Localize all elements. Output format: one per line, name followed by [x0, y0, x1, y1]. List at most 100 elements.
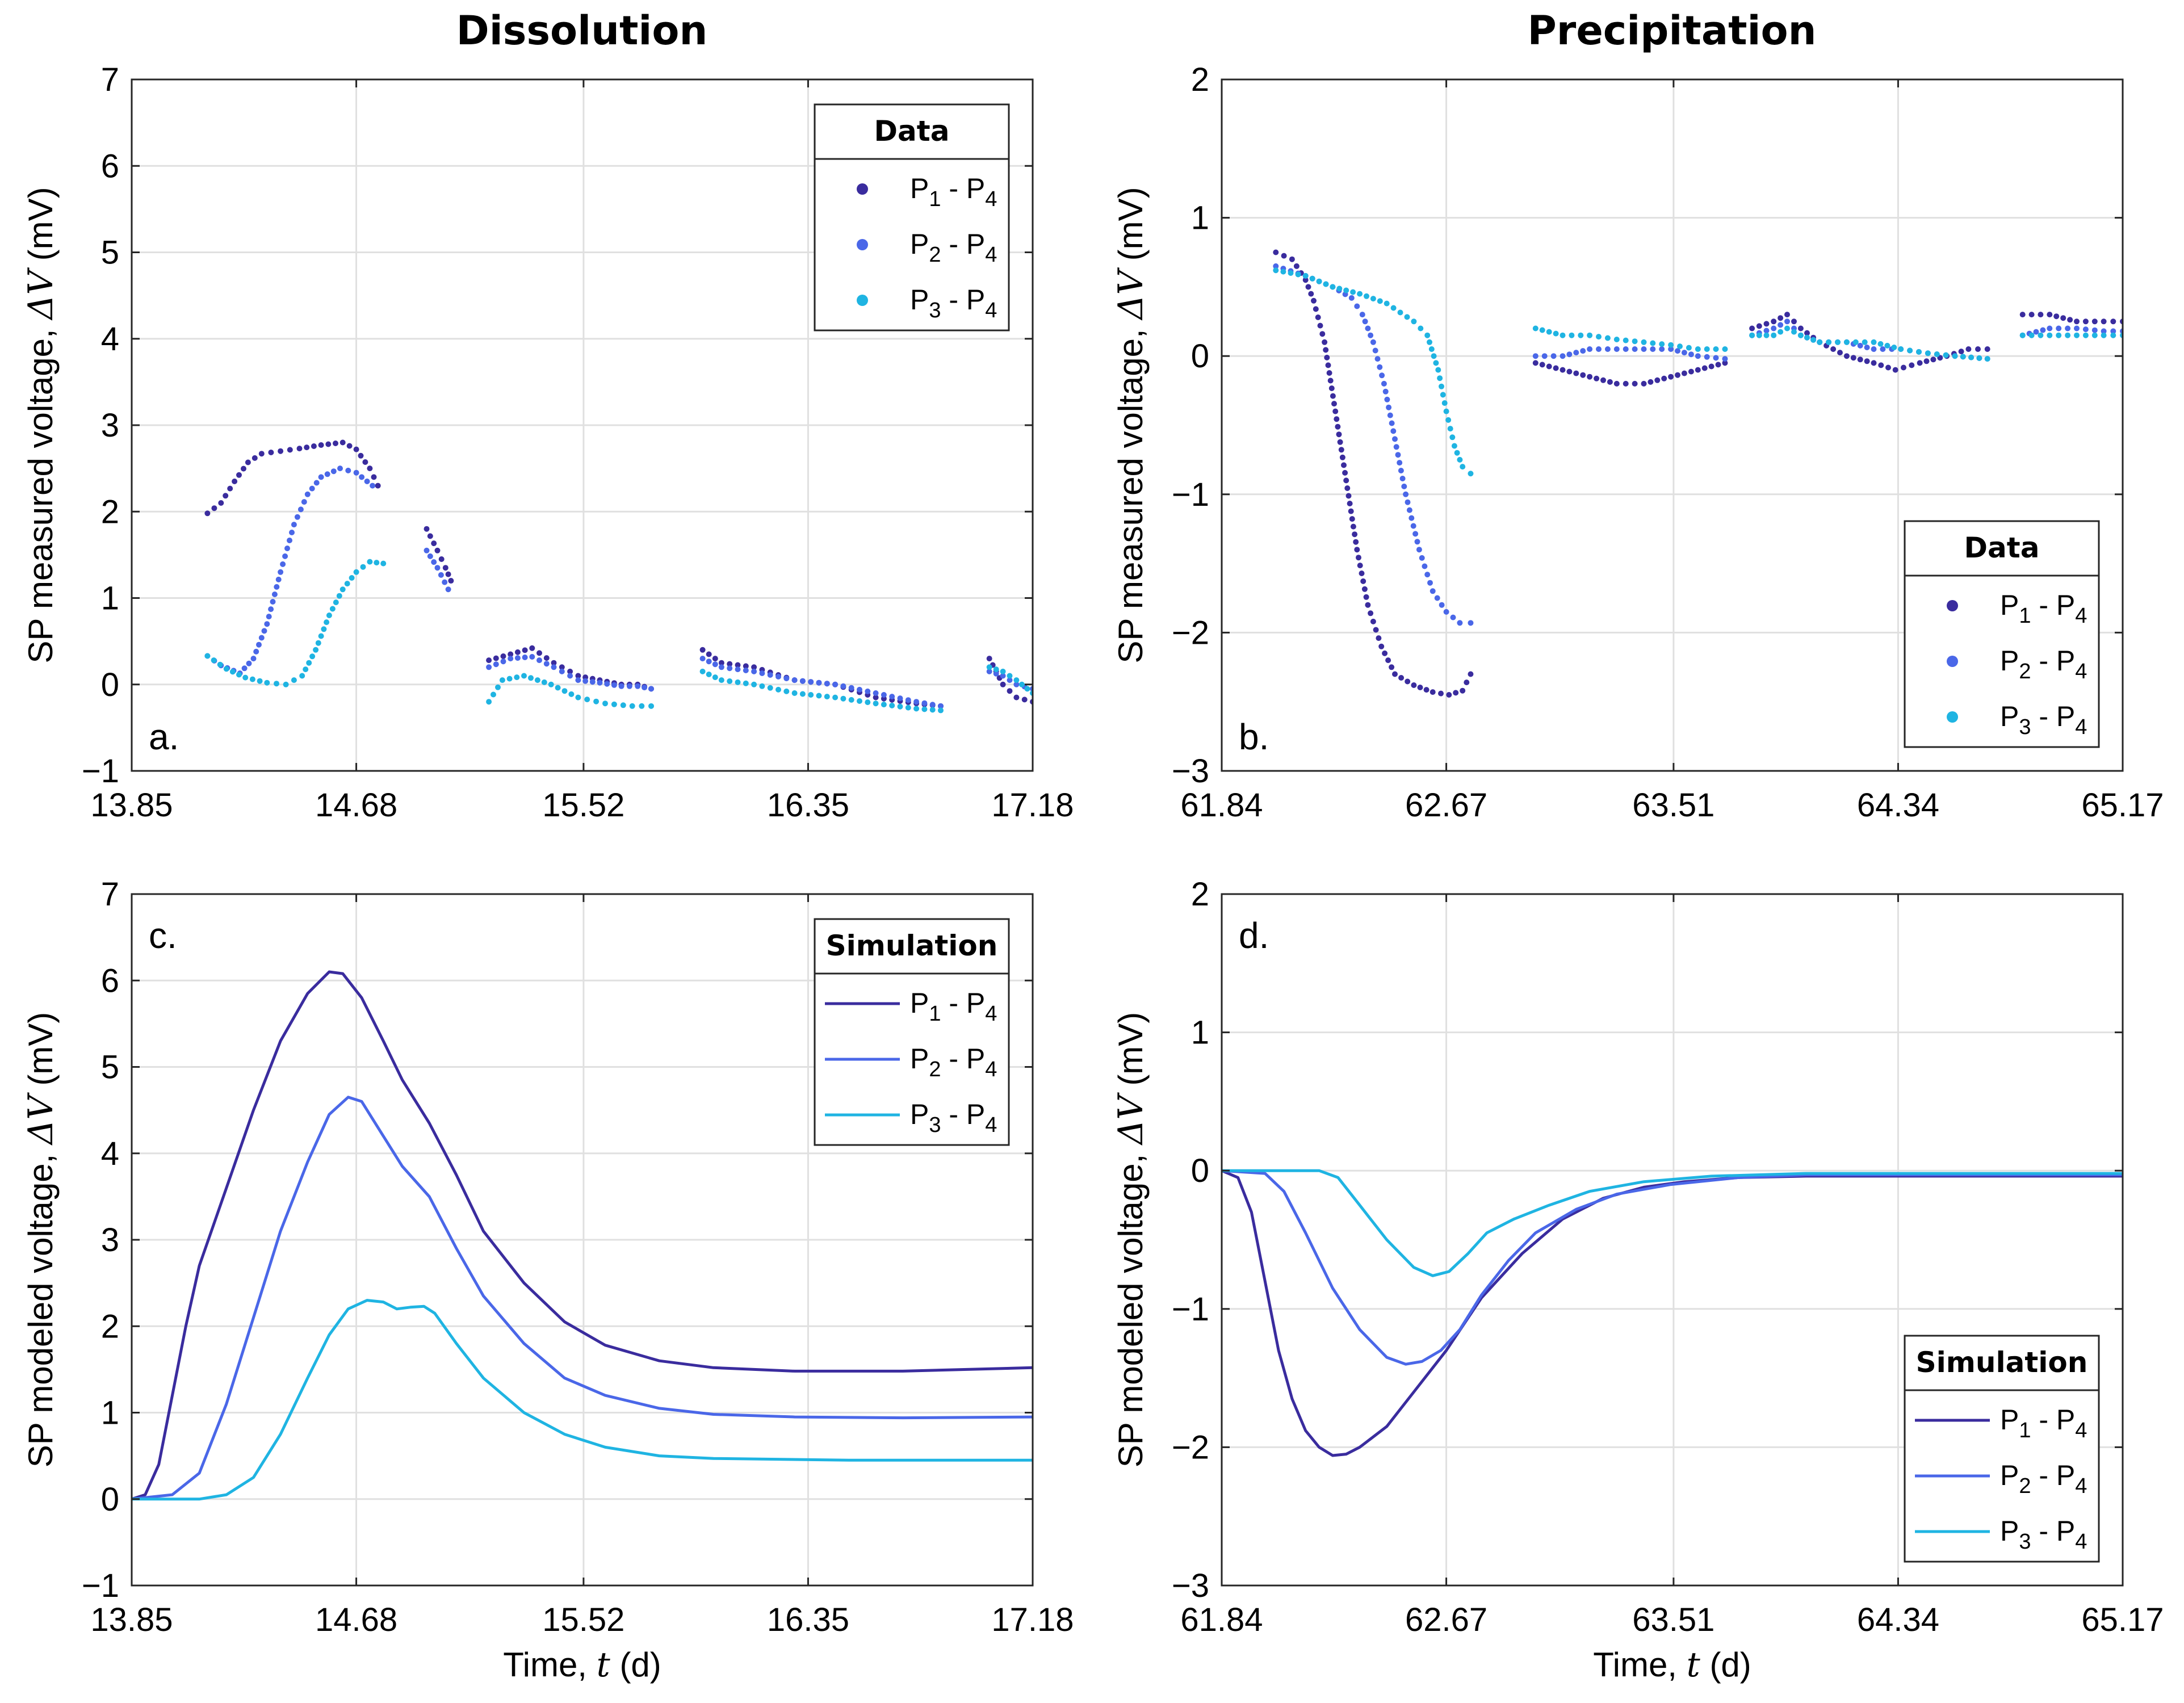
data-point	[1623, 380, 1629, 387]
data-point	[1339, 454, 1345, 460]
data-point	[249, 676, 255, 682]
data-point	[431, 559, 437, 565]
data-point	[699, 656, 706, 662]
data-point	[246, 660, 252, 666]
data-point	[611, 701, 617, 707]
data-point	[1573, 350, 1579, 356]
data-point	[1389, 664, 1395, 670]
data-point	[1427, 580, 1433, 586]
data-point	[1607, 379, 1613, 385]
data-point	[2047, 325, 2053, 332]
axes-frame	[1221, 893, 2124, 1587]
data-point	[1311, 297, 1317, 304]
data-point	[258, 635, 265, 641]
data-point	[1327, 377, 1334, 384]
data-point	[1648, 379, 1654, 385]
data-point	[289, 530, 295, 535]
data-point	[905, 697, 911, 703]
data-point	[1370, 296, 1376, 302]
legend-swatch-marker	[857, 183, 868, 195]
data-point	[1289, 256, 1295, 262]
data-point	[1316, 278, 1322, 284]
data-point	[241, 665, 248, 672]
data-point	[1460, 464, 1466, 470]
data-point	[282, 553, 288, 559]
data-point	[2047, 332, 2053, 338]
data-point	[364, 479, 370, 484]
data-point	[1368, 332, 1374, 338]
y-tick-label: 2	[101, 1308, 119, 1345]
data-point	[751, 668, 757, 674]
data-point	[321, 626, 327, 632]
data-point	[287, 447, 293, 453]
legend-title: Data	[1964, 531, 2040, 564]
data-point	[344, 581, 350, 587]
data-point	[1569, 332, 1575, 338]
data-point	[2038, 332, 2044, 338]
data-point	[1457, 620, 1463, 626]
data-point	[1701, 365, 1708, 371]
data-point	[313, 480, 320, 486]
data-point	[1587, 346, 1593, 352]
data-point	[1715, 362, 1721, 368]
data-point	[635, 683, 641, 689]
data-point	[336, 593, 342, 599]
data-point	[448, 578, 454, 584]
data-point	[223, 493, 229, 499]
data-point	[493, 655, 499, 661]
data-point	[1451, 443, 1457, 449]
x-tick-label: 64.34	[1857, 1601, 1939, 1638]
data-point	[1317, 322, 1323, 329]
data-point	[1650, 340, 1656, 346]
data-point	[1862, 339, 1868, 345]
data-point	[1323, 281, 1329, 287]
data-point	[921, 706, 928, 712]
data-point	[718, 660, 724, 666]
data-point	[1909, 362, 1915, 368]
data-point	[1826, 339, 1832, 345]
data-point	[2040, 327, 2046, 333]
data-point	[1332, 408, 1339, 414]
data-point	[1546, 329, 1552, 335]
data-point	[1411, 318, 1417, 325]
data-point	[427, 533, 433, 539]
data-point	[1958, 349, 1964, 355]
data-point	[1348, 295, 1355, 301]
data-point	[264, 679, 270, 686]
series-points-1	[424, 526, 454, 584]
data-point	[270, 599, 276, 605]
data-point	[791, 677, 798, 683]
data-point	[937, 703, 944, 709]
data-point	[1431, 353, 1437, 359]
data-point	[434, 547, 441, 553]
data-point	[865, 688, 871, 694]
y-tick-label: 3	[101, 1222, 119, 1259]
data-point	[648, 686, 655, 692]
axes-frame	[1221, 78, 2124, 772]
data-point	[1386, 404, 1392, 410]
data-point	[329, 606, 336, 612]
data-point	[1632, 338, 1638, 345]
data-point	[799, 691, 806, 697]
x-tick-label: 16.35	[767, 787, 849, 824]
series-points-3	[1532, 325, 1728, 353]
data-point	[2074, 325, 2080, 332]
y-tick-label: −1	[1172, 476, 1209, 513]
data-point	[371, 474, 377, 480]
data-point	[2110, 318, 2116, 325]
data-point	[1892, 367, 1898, 373]
data-point	[759, 683, 765, 689]
y-tick-label: 2	[1191, 61, 1209, 98]
data-point	[1677, 343, 1683, 350]
data-point	[1771, 325, 1777, 332]
data-point	[339, 439, 346, 446]
series-points-2	[699, 656, 944, 709]
data-point	[620, 702, 626, 708]
x-tick-label: 15.52	[542, 1601, 624, 1638]
data-point	[424, 526, 430, 532]
data-point	[303, 666, 309, 673]
legend-entry-label: P3 - P4	[910, 1098, 997, 1137]
data-point	[2053, 313, 2060, 320]
data-point	[1460, 687, 1466, 694]
data-point	[1901, 364, 1906, 371]
